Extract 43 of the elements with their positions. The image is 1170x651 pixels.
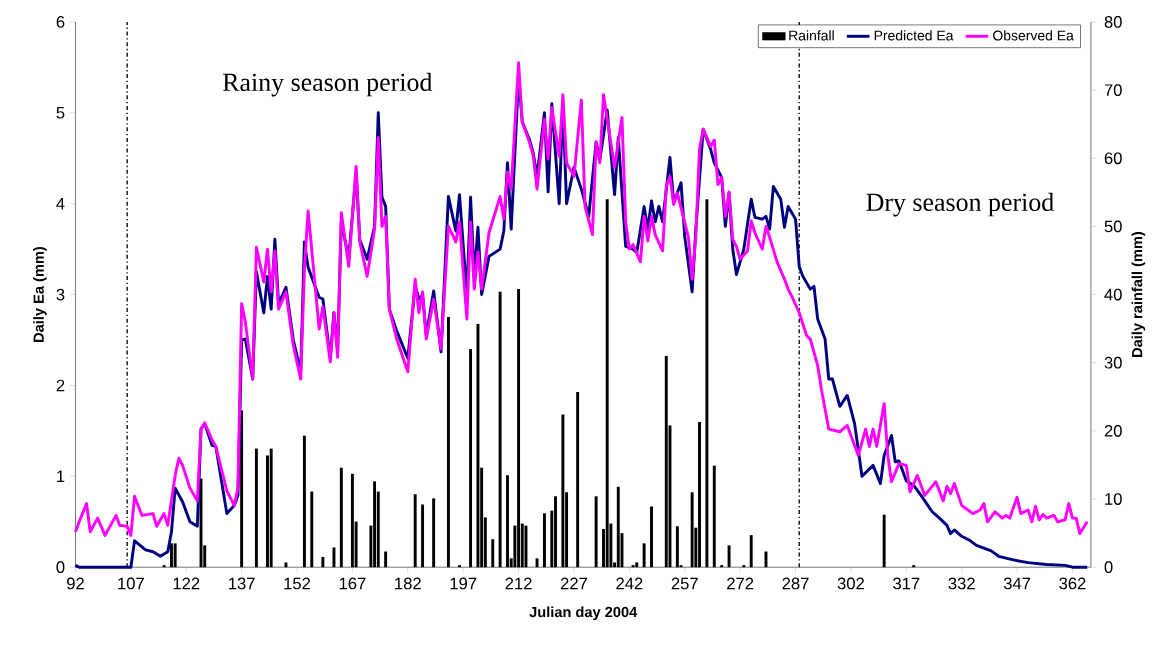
x-tick-label: 302 [837,577,864,590]
x-tick-label: 122 [173,577,200,590]
x-tick-label: 212 [505,577,532,590]
y-tick-label: 6 [56,16,65,28]
y2-tick-label: 30 [1104,356,1122,369]
y2-tick-label: 10 [1105,493,1122,505]
legend-label: Observed Ea [993,30,1074,41]
y2-tick-label: 70 [1104,84,1122,97]
x-tick-label: 92 [67,577,84,590]
y-tick-label: 1 [57,470,65,483]
y-tick-label: 3 [56,288,65,301]
y-tick-label: 4 [56,198,65,210]
y2-tick-label: 80 [1104,16,1122,28]
x-tick-label: 242 [616,577,643,590]
x-tick-label: 287 [782,577,809,590]
legend-label: Rainfall [789,30,834,41]
annotation: Dry season period [866,192,1054,217]
x-tick-label: 152 [284,577,311,590]
x-tick-label: 257 [671,577,698,590]
annotation: Rainy season period [222,72,433,97]
legend-label: Predicted Ea [874,30,954,41]
y-tick-label: 5 [56,107,65,119]
x-tick-label: 167 [339,577,366,590]
x-tick-label: 227 [560,577,587,590]
y2-tick-label: 0 [1104,561,1113,574]
x-tick-label: 347 [1003,577,1031,590]
y-tick-label: 0 [56,561,65,574]
y2-tick-label: 20 [1104,425,1122,437]
x-tick-label: 332 [948,577,975,590]
x-tick-label: 362 [1059,577,1086,590]
y2-tick-label: 50 [1104,220,1122,233]
y2-tick-label: 40 [1104,288,1122,301]
y2-axis-title: Daily rainfall (mm) [1131,231,1146,357]
x-tick-label: 317 [893,577,920,590]
x-tick-label: 272 [727,577,754,590]
y-axis-title: Daily Ea (mm) [33,246,47,342]
x-axis-title: Julian day 2004 [529,606,638,621]
x-tick-label: 197 [450,577,477,590]
y-tick-label: 2 [56,379,65,392]
x-tick-label: 182 [395,577,421,590]
x-tick-label: 107 [118,577,144,590]
y2-tick-label: 60 [1104,152,1122,165]
x-tick-label: 137 [229,577,255,590]
